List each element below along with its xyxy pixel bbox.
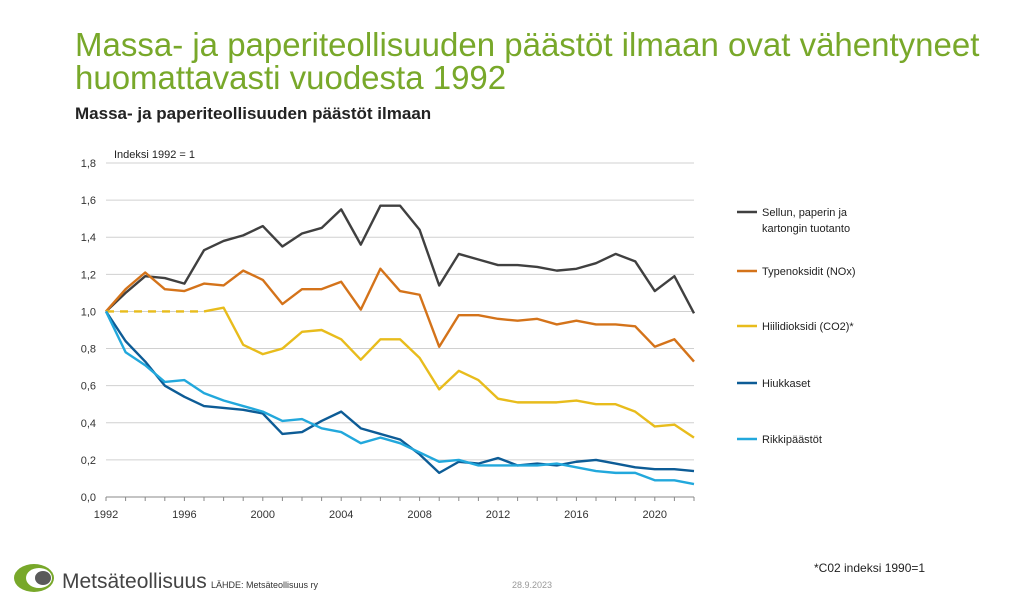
index-annotation: Indeksi 1992 = 1 — [114, 149, 195, 161]
legend: Sellun, paperin ja kartongin tuotanto Type… — [737, 207, 856, 446]
y-tick-label: 1,8 — [81, 158, 96, 170]
y-tick-label: 1,6 — [81, 195, 96, 207]
series-line — [105, 204, 696, 314]
x-tick-label: 2008 — [407, 509, 431, 521]
metsateollisuus-logo-icon — [14, 564, 54, 592]
y-tick-label: 1,0 — [81, 306, 96, 318]
chart-subtitle: Massa- ja paperiteollisuuden päästöt ilm… — [75, 104, 432, 123]
legend-label: Sellun, paperin ja — [762, 207, 848, 219]
x-tick-label: 2016 — [564, 509, 588, 521]
series-line — [203, 306, 695, 439]
y-tick-label: 0,4 — [81, 418, 96, 430]
date-text: 28.9.2023 — [512, 580, 553, 590]
y-tick-label: 1,4 — [81, 232, 96, 244]
x-tick-label: 1996 — [172, 509, 196, 521]
page-title: Massa- ja paperiteollisuuden päästöt ilm… — [75, 26, 980, 96]
legend-label: kartongin tuotanto — [762, 223, 850, 235]
source-text: LÄHDE: Metsäteollisuus ry — [211, 580, 319, 590]
grid-lines — [106, 162, 694, 498]
legend-label: Rikkipäästöt — [762, 434, 822, 446]
series-line — [104, 310, 695, 486]
y-tick-label: 0,6 — [81, 381, 96, 393]
x-tick-label: 2000 — [251, 509, 275, 521]
y-tick-label: 0,0 — [81, 492, 96, 504]
x-tick-label: 2012 — [486, 509, 510, 521]
legend-label: Typenoksidit (NOx) — [762, 266, 856, 278]
y-tick-label: 0,8 — [81, 344, 96, 356]
y-tick-label: 0,2 — [81, 455, 96, 467]
axes: 0,0 0,2 0,4 0,6 0,8 1,0 1,2 1,4 1,6 1,8 1992 1996 20… — [81, 149, 695, 521]
x-tick-label: 2020 — [643, 509, 667, 521]
footnote: *C02 indeksi 1990=1 — [814, 561, 926, 575]
series-lines — [104, 204, 696, 486]
series-line — [104, 310, 695, 475]
brand-name: Metsäteollisuus — [62, 570, 207, 593]
legend-label: Hiukkaset — [762, 378, 810, 390]
series-line — [105, 267, 695, 363]
x-tick-label: 1992 — [94, 509, 118, 521]
y-tick-label: 1,2 — [81, 269, 96, 281]
legend-label: Hiilidioksidi (CO2)* — [762, 321, 854, 333]
x-tick-label: 2004 — [329, 509, 353, 521]
